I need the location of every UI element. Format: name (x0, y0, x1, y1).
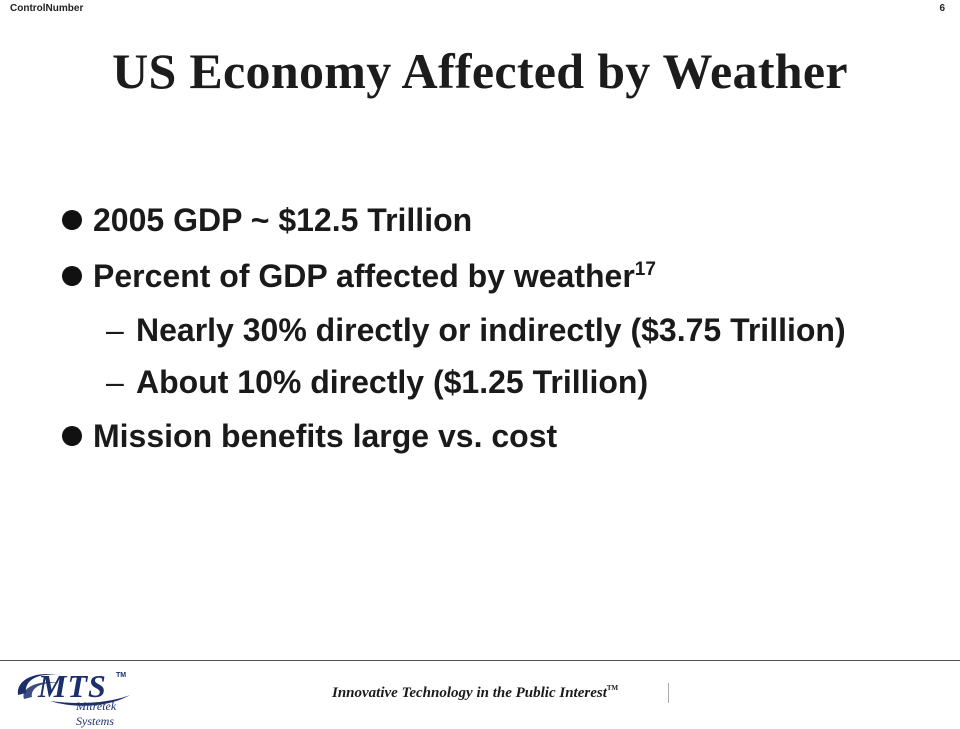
footer-divider (0, 660, 960, 661)
bullet-text: Mission benefits large vs. cost (93, 418, 558, 454)
bullet-list: 2005 GDP ~ $12.5 Trillion Percent of GDP… (62, 200, 922, 472)
tagline-separator (668, 683, 669, 703)
swoosh-icon (17, 673, 130, 706)
logo-tm: TM (116, 672, 127, 679)
bullet-dot-icon (62, 426, 82, 446)
logo-mark: MTS (38, 668, 107, 704)
tagline-text: Innovative Technology in the Public Inte… (332, 685, 607, 701)
tagline-tm: TM (606, 684, 619, 692)
logo-subtitle: Mitretek Systems (76, 699, 117, 728)
control-number-label: ControlNumber (10, 3, 84, 14)
bullet-dot-icon (62, 266, 82, 286)
sub-bullet-text: Nearly 30% directly or indirectly ($3.75… (136, 312, 846, 348)
footnote-ref: 17 (634, 259, 656, 280)
sub-bullet-text: About 10% directly ($1.25 Trillion) (136, 364, 649, 400)
sub-bullet-about-10: – About 10% directly ($1.25 Trillion) (106, 364, 922, 401)
sub-bullet-nearly-30: – Nearly 30% directly or indirectly ($3.… (106, 312, 922, 349)
bullet-mission-benefits: Mission benefits large vs. cost (62, 416, 922, 456)
bullet-text: Percent of GDP affected by weather (93, 258, 635, 294)
bullet-text-wrap: Percent of GDP affected by weather17 (93, 256, 656, 296)
dash-marker: – (106, 312, 124, 348)
mts-logo: MTS TM Mitretek Systems (10, 665, 155, 728)
bullet-gdp: 2005 GDP ~ $12.5 Trillion (62, 200, 922, 240)
footer-tagline: Innovative Technology in the Public Inte… (332, 684, 618, 702)
page-number: 6 (939, 3, 945, 14)
bullet-dot-icon (62, 210, 82, 230)
dash-marker: – (106, 364, 124, 400)
bullet-text: 2005 GDP ~ $12.5 Trillion (93, 202, 473, 238)
slide-title: US Economy Affected by Weather (112, 43, 848, 99)
bullet-percent-gdp: Percent of GDP affected by weather17 (62, 256, 922, 296)
